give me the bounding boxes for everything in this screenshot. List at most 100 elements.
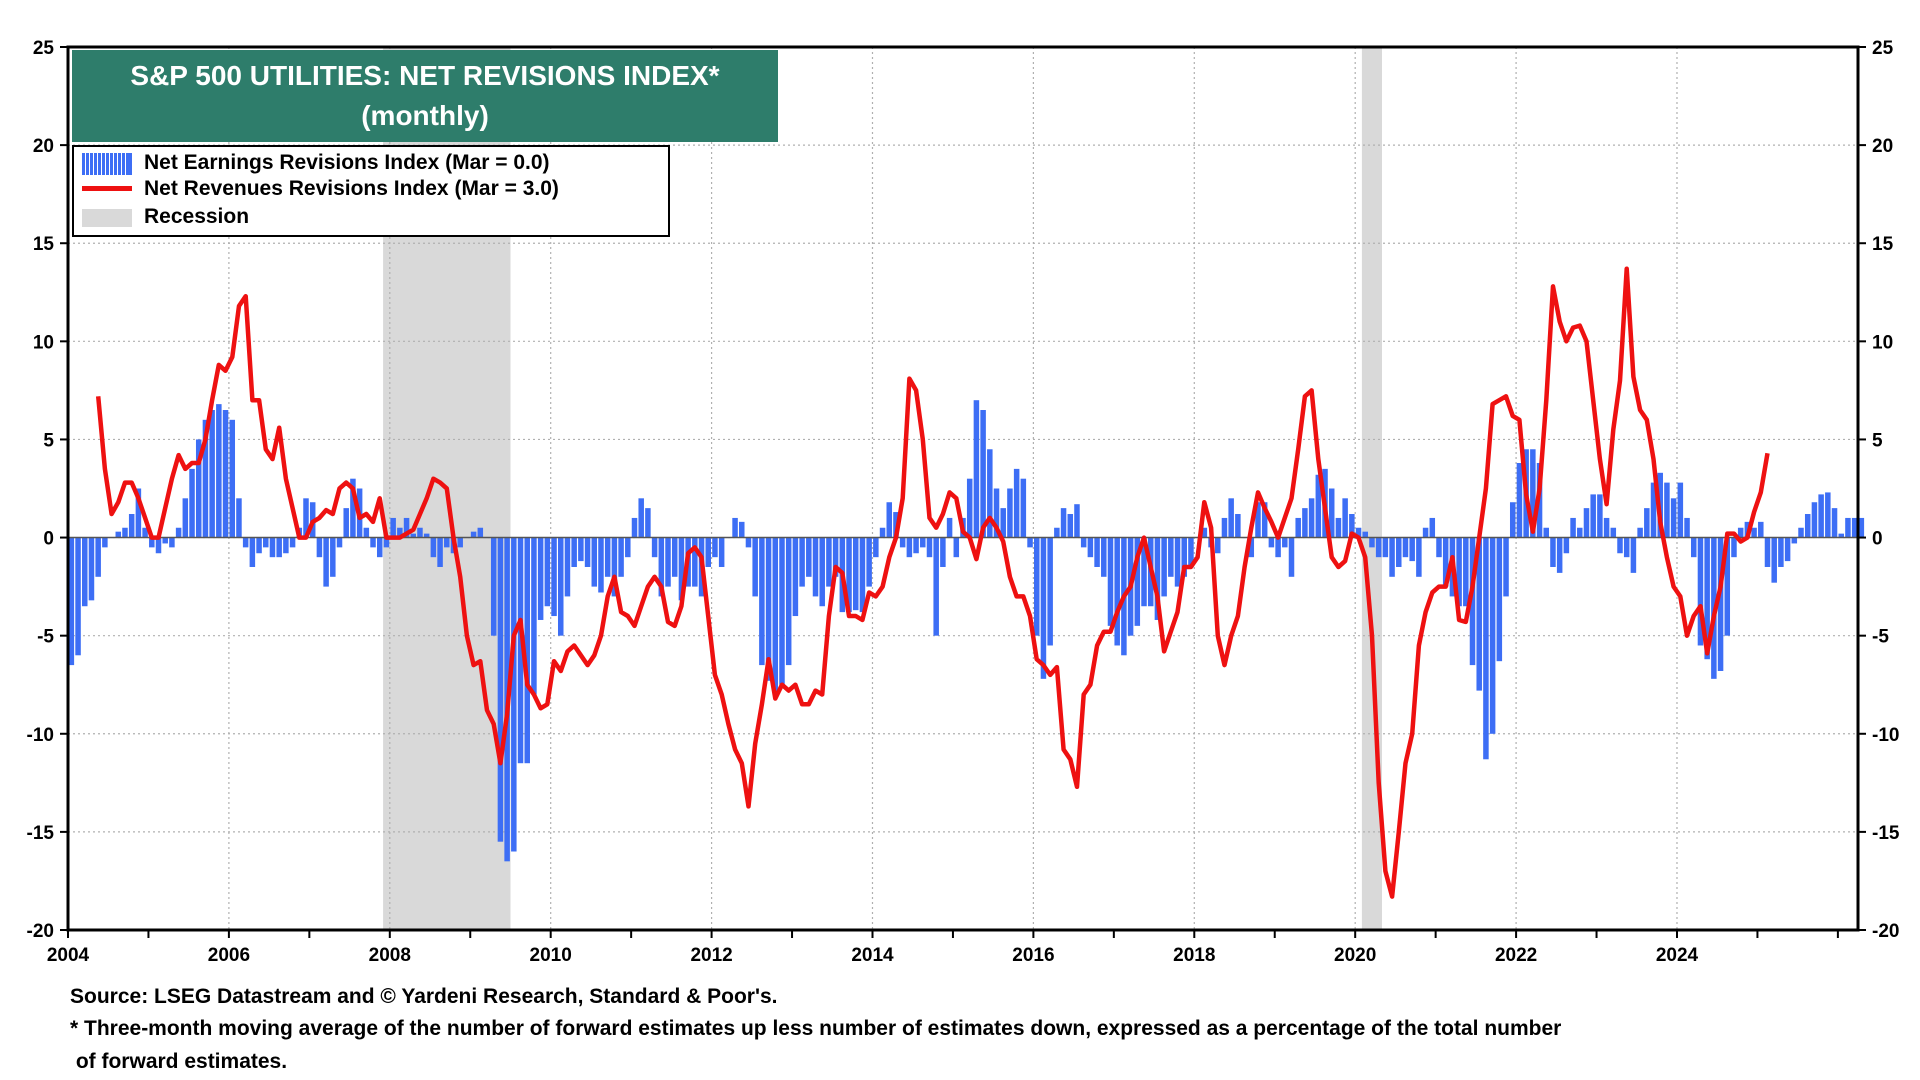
earnings-bar	[477, 527, 484, 538]
y-tick-label-left: -20	[27, 921, 54, 942]
earnings-bar	[1215, 537, 1221, 554]
y-tick-label-right: -20	[1872, 921, 1899, 942]
earnings-bar	[1550, 537, 1556, 567]
earnings-bar	[1188, 537, 1194, 567]
earnings-bar	[1020, 478, 1027, 538]
earnings-bar	[1221, 517, 1228, 538]
earnings-bar	[1416, 537, 1422, 577]
earnings-bar	[1851, 517, 1858, 538]
earnings-bar	[1396, 537, 1402, 567]
earnings-bar	[182, 498, 189, 538]
earnings-bar	[115, 531, 122, 538]
chart-title-box: S&P 500 UTILITIES: NET REVISIONS INDEX* …	[72, 50, 778, 142]
earnings-bar	[457, 537, 463, 548]
earnings-bar	[1771, 537, 1777, 583]
earnings-bar	[88, 537, 95, 601]
y-tick-label-right: 25	[1872, 38, 1894, 59]
earnings-bars	[68, 400, 1865, 862]
earnings-bar	[618, 537, 624, 577]
x-tick-label: 2004	[47, 945, 90, 966]
chart-title: S&P 500 UTILITIES: NET REVISIONS INDEX*	[130, 60, 720, 91]
earnings-bar	[1282, 537, 1288, 548]
legend-swatch-earnings	[82, 153, 132, 175]
earnings-bar	[403, 517, 410, 538]
earnings-bar	[149, 537, 155, 548]
earnings-bar	[1456, 537, 1462, 607]
earnings-bar	[417, 527, 423, 538]
earnings-bar	[236, 498, 242, 538]
y-tick-label-left: -10	[27, 725, 54, 746]
earnings-bar	[578, 537, 584, 562]
source-line-1: Source: LSEG Datastream and © Yardeni Re…	[70, 985, 778, 1008]
grid-lines	[68, 47, 1858, 930]
earnings-bar	[289, 537, 296, 548]
legend-label-earnings: Net Earnings Revisions Index (Mar = 0.0)	[144, 151, 550, 174]
earnings-bar	[1858, 517, 1865, 538]
earnings-bar	[812, 537, 819, 597]
x-tick-label: 2008	[369, 945, 411, 966]
earnings-bar	[162, 537, 168, 544]
source-line-3: of forward estimates.	[70, 1050, 288, 1073]
earnings-bar	[826, 537, 832, 587]
earnings-bar	[1758, 521, 1764, 538]
earnings-bar	[1590, 494, 1596, 538]
earnings-bar	[933, 537, 939, 636]
earnings-bar	[625, 537, 631, 558]
earnings-bar	[1248, 537, 1255, 558]
earnings-bar	[1154, 537, 1161, 620]
earnings-bar	[1690, 537, 1697, 558]
earnings-bar	[544, 537, 551, 607]
earnings-bar	[906, 537, 913, 558]
y-tick-label-right: 10	[1872, 332, 1893, 353]
earnings-bar	[591, 537, 598, 587]
earnings-bar	[155, 537, 162, 554]
earnings-bar	[1469, 537, 1476, 666]
legend-swatch-recession	[82, 209, 132, 227]
earnings-bar	[1442, 537, 1449, 587]
earnings-bar	[1731, 537, 1737, 558]
earnings-bar	[1060, 508, 1067, 538]
earnings-bar	[1610, 527, 1617, 538]
earnings-bar	[966, 478, 973, 538]
earnings-bar	[1543, 527, 1550, 538]
earnings-bar	[1033, 537, 1040, 636]
x-tick-label: 2020	[1334, 945, 1376, 966]
earnings-bar	[873, 537, 879, 558]
earnings-bar	[1503, 537, 1509, 597]
earnings-bar	[1825, 492, 1831, 538]
x-tick-label: 2016	[1012, 945, 1054, 966]
y-tick-label-left: -5	[37, 627, 54, 648]
y-tick-label-left: 10	[33, 332, 54, 353]
legend: Net Earnings Revisions Index (Mar = 0.0)…	[72, 145, 670, 237]
earnings-bar	[1422, 527, 1429, 538]
y-tick-label-right: 20	[1872, 136, 1893, 157]
earnings-bar	[1838, 533, 1844, 538]
earnings-bar	[792, 537, 799, 617]
y-tick-label-left: 15	[33, 234, 55, 255]
earnings-bar	[142, 527, 148, 538]
earnings-bar	[1054, 527, 1060, 538]
earnings-bar	[256, 537, 262, 554]
earnings-bar	[524, 537, 530, 764]
earnings-bar	[1275, 537, 1281, 558]
earnings-bar	[926, 537, 933, 558]
earnings-bar	[799, 537, 805, 587]
earnings-bar	[1355, 527, 1362, 538]
earnings-bar	[1382, 537, 1389, 558]
earnings-bar	[584, 537, 591, 567]
earnings-bar	[330, 537, 336, 577]
earnings-bar	[1040, 537, 1047, 679]
earnings-bar	[122, 527, 128, 538]
earnings-bar	[658, 537, 665, 597]
earnings-bar	[390, 517, 396, 538]
earnings-bar	[222, 410, 229, 538]
earnings-bar	[1704, 537, 1710, 660]
earnings-bar	[263, 537, 269, 548]
earnings-bar	[1080, 537, 1087, 548]
earnings-bar	[806, 537, 812, 577]
earnings-bar	[1677, 482, 1684, 538]
earnings-bar	[765, 537, 772, 681]
earnings-bar	[1778, 537, 1784, 567]
earnings-bar	[1107, 537, 1114, 626]
earnings-bar	[1114, 537, 1120, 646]
